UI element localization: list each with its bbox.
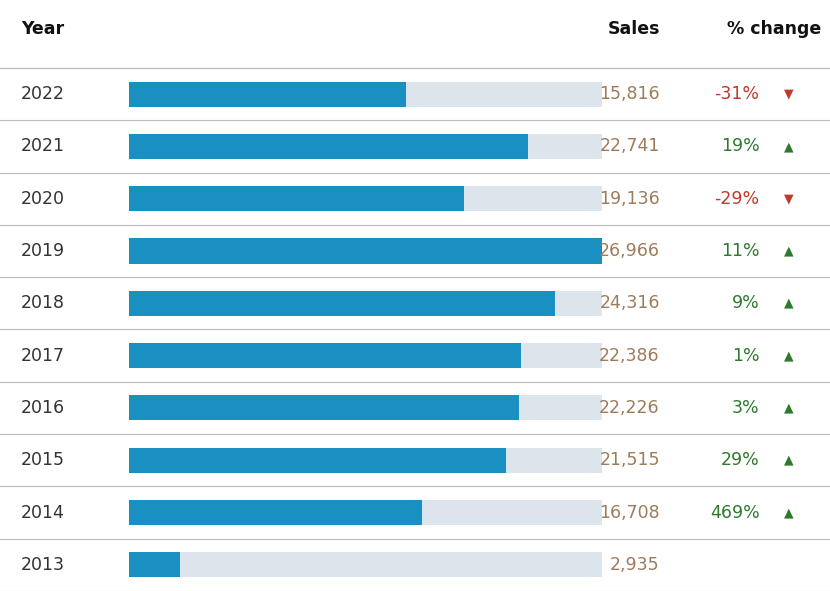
Bar [129, 553, 180, 577]
Text: 1%: 1% [732, 347, 759, 365]
Text: 2019: 2019 [21, 242, 65, 260]
Text: 29%: 29% [720, 452, 759, 469]
Bar [129, 395, 602, 420]
Text: ▲: ▲ [784, 506, 794, 519]
Text: 3%: 3% [732, 399, 759, 417]
Text: 9%: 9% [732, 294, 759, 312]
Bar [129, 343, 602, 368]
Text: 2017: 2017 [21, 347, 65, 365]
Bar [129, 500, 422, 525]
Bar [129, 553, 602, 577]
Text: 26,966: 26,966 [599, 242, 660, 260]
Text: 2013: 2013 [21, 556, 65, 574]
Text: ▲: ▲ [784, 297, 794, 310]
Text: 15,816: 15,816 [599, 85, 660, 103]
Text: 469%: 469% [710, 504, 759, 521]
Text: ▲: ▲ [784, 140, 794, 153]
Text: 2016: 2016 [21, 399, 65, 417]
Bar [129, 395, 519, 420]
Bar [129, 82, 406, 106]
Text: 22,386: 22,386 [599, 347, 660, 365]
Text: ▲: ▲ [784, 454, 794, 467]
Text: ▼: ▼ [784, 192, 794, 205]
Text: 19,136: 19,136 [599, 190, 660, 207]
Text: 2018: 2018 [21, 294, 65, 312]
Text: ▲: ▲ [784, 349, 794, 362]
Bar [129, 291, 555, 316]
Bar [129, 82, 602, 106]
Text: 21,515: 21,515 [599, 452, 660, 469]
Bar [129, 343, 521, 368]
Text: Sales: Sales [608, 20, 660, 38]
Bar [129, 186, 464, 211]
Text: ▲: ▲ [784, 401, 794, 414]
Text: ▲: ▲ [784, 245, 794, 258]
Text: 2014: 2014 [21, 504, 65, 521]
Bar [129, 134, 602, 159]
Bar [129, 239, 602, 264]
Text: 2,935: 2,935 [610, 556, 660, 574]
Text: -31%: -31% [715, 85, 759, 103]
Text: Year: Year [21, 20, 64, 38]
Text: 2015: 2015 [21, 452, 65, 469]
Text: 22,226: 22,226 [599, 399, 660, 417]
Text: 2021: 2021 [21, 138, 65, 155]
Bar [129, 134, 528, 159]
Text: ▼: ▼ [784, 87, 794, 100]
Text: % change: % change [727, 20, 822, 38]
Text: 16,708: 16,708 [599, 504, 660, 521]
Text: -29%: -29% [715, 190, 759, 207]
Bar [129, 500, 602, 525]
Text: 19%: 19% [720, 138, 759, 155]
Text: 2020: 2020 [21, 190, 65, 207]
Bar [129, 448, 506, 473]
Bar [129, 291, 602, 316]
Text: 22,741: 22,741 [599, 138, 660, 155]
Bar [129, 448, 602, 473]
Text: 2022: 2022 [21, 85, 65, 103]
Text: 24,316: 24,316 [599, 294, 660, 312]
Text: 11%: 11% [720, 242, 759, 260]
Bar [129, 186, 602, 211]
Bar [129, 239, 602, 264]
